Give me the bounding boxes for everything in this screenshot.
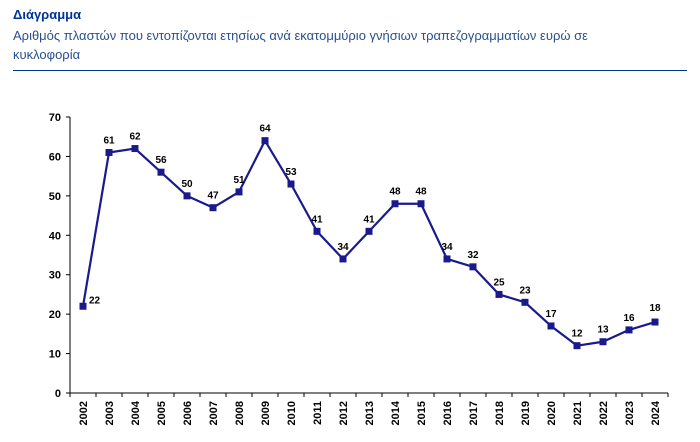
data-label: 34 [337, 242, 349, 253]
chart-axes: 0 10 20 30 40 50 60 70 2002 2003 2004 2005 2006 2007 2… [49, 112, 669, 425]
y-tick-label: 20 [49, 309, 61, 321]
data-label: 25 [493, 277, 505, 288]
x-tick-label: 2020 [546, 401, 558, 425]
x-tick-label: 2014 [390, 400, 402, 425]
data-label: 50 [181, 179, 193, 190]
data-labels-group: 22 61 62 56 50 47 51 64 53 41 34 41 48 48 34 32 25 23 17 12… [89, 124, 661, 340]
data-point-marker [157, 168, 165, 176]
data-label: 62 [129, 132, 141, 143]
data-point-marker [443, 255, 451, 263]
x-tick-label: 2017 [468, 401, 480, 425]
y-tick-label: 60 [49, 151, 61, 163]
data-label: 17 [545, 309, 557, 320]
data-label: 48 [415, 187, 427, 198]
y-tick-label: 10 [49, 349, 61, 361]
data-point-marker [495, 290, 503, 298]
data-point-marker [339, 255, 347, 263]
x-tick-label: 2010 [286, 401, 298, 425]
data-point-marker [391, 200, 399, 208]
data-point-marker [417, 200, 425, 208]
data-label: 64 [259, 124, 271, 135]
data-label: 32 [467, 250, 479, 261]
data-label: 18 [649, 303, 661, 314]
data-point-marker [599, 338, 607, 346]
data-label: 13 [597, 325, 609, 336]
chart-header: Διάγραμμα Αριθμός πλαστών που εντοπίζοντ… [13, 6, 687, 64]
data-label: 51 [233, 175, 245, 186]
data-label: 12 [571, 329, 583, 340]
data-point-marker [79, 302, 87, 310]
data-label: 41 [363, 214, 375, 225]
y-tick-label: 0 [55, 388, 61, 400]
x-tick-label: 2015 [416, 401, 428, 425]
series-line-group [79, 137, 659, 350]
x-tick-label: 2023 [624, 401, 636, 425]
data-label: 53 [285, 167, 297, 178]
data-point-marker [469, 263, 477, 271]
data-label: 16 [623, 313, 635, 324]
data-label: 34 [441, 242, 453, 253]
x-tick-label: 2024 [650, 400, 662, 425]
x-tick-label: 2011 [312, 401, 324, 425]
data-point-marker [131, 145, 139, 153]
x-tick-label: 2016 [442, 401, 454, 425]
header-divider [13, 70, 687, 71]
series-line [81, 139, 656, 347]
y-tick-label: 40 [49, 230, 61, 242]
y-tick-label: 50 [49, 191, 61, 203]
x-tick-label: 2018 [494, 401, 506, 425]
data-point-marker [521, 298, 529, 306]
x-tick-label: 2019 [520, 401, 532, 425]
data-point-marker [183, 192, 191, 200]
data-label: 22 [89, 295, 101, 306]
x-tick-label: 2022 [598, 401, 610, 425]
data-label: 23 [519, 285, 531, 296]
x-tick-label: 2007 [208, 401, 220, 425]
x-tick-label: 2009 [260, 401, 272, 425]
data-point-marker [105, 148, 113, 156]
x-tick-label: 2003 [104, 401, 116, 425]
x-tick-label: 2012 [338, 401, 350, 425]
chart-title: Διάγραμμα [13, 7, 82, 22]
x-tick-label: 2013 [364, 401, 376, 425]
data-label: 56 [155, 155, 167, 166]
data-label: 41 [311, 214, 323, 225]
x-tick-label: 2002 [78, 401, 90, 425]
x-tick-label: 2021 [572, 401, 584, 425]
y-tick-label: 70 [49, 112, 61, 124]
chart-subtitle: Αριθμός πλαστών που εντοπίζονται ετησίως… [13, 28, 588, 62]
data-point-marker [313, 227, 321, 235]
data-point-marker [547, 322, 555, 330]
x-tick-label: 2005 [156, 401, 168, 425]
data-point-marker [209, 204, 217, 212]
data-point-marker [235, 188, 243, 196]
x-tick-label: 2004 [130, 400, 142, 425]
data-label: 47 [207, 191, 219, 202]
data-label: 48 [389, 187, 401, 198]
x-tick-label: 2006 [182, 401, 194, 425]
data-point-marker [625, 326, 633, 334]
data-label: 61 [103, 135, 115, 146]
data-point-marker [287, 180, 295, 188]
x-tick-label: 2008 [234, 401, 246, 425]
data-point-marker [261, 137, 269, 145]
data-point-marker [651, 318, 659, 326]
y-tick-label: 30 [49, 270, 61, 282]
data-point-marker [573, 342, 581, 350]
data-point-marker [365, 227, 373, 235]
